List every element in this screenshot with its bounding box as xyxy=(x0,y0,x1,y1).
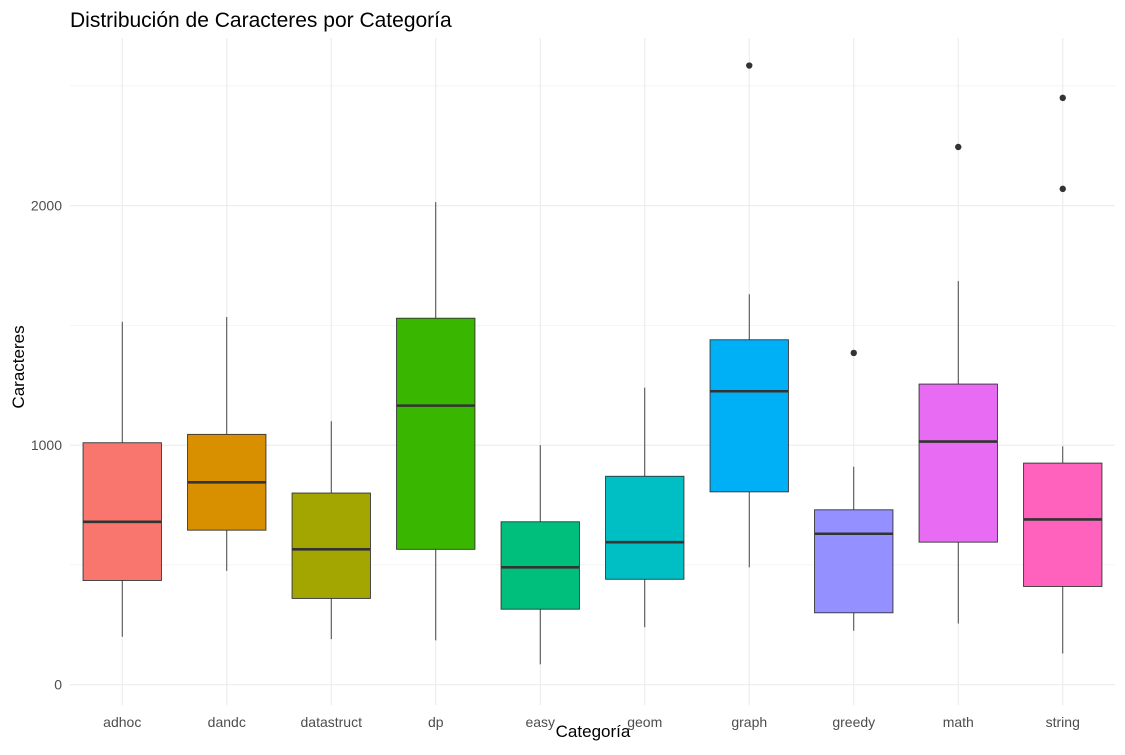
y-axis-title: Caracteres xyxy=(9,325,28,408)
x-tick-label: datastruct xyxy=(301,714,363,730)
box xyxy=(82,442,162,581)
x-tick-label: dandc xyxy=(208,714,246,730)
outlier-point xyxy=(1059,185,1066,193)
box xyxy=(709,339,789,493)
outlier-point xyxy=(1059,94,1066,102)
box-group-adhoc xyxy=(82,321,162,637)
x-tick-label: adhoc xyxy=(103,714,141,730)
chart-title: Distribución de Caracteres por Categoría xyxy=(70,9,452,32)
outlier-point xyxy=(746,62,753,69)
x-tick-label: geom xyxy=(627,714,662,730)
x-tick-label: graph xyxy=(731,714,767,730)
box-group-dandc xyxy=(187,317,267,571)
outlier-point xyxy=(955,143,962,151)
y-tick-label: 0 xyxy=(54,677,62,693)
x-tick-label: dp xyxy=(428,714,444,730)
box-group-easy xyxy=(500,445,580,665)
box-group-geom xyxy=(605,387,685,628)
box xyxy=(291,492,371,599)
x-tick-label: greedy xyxy=(832,714,875,730)
box-group-datastruct xyxy=(291,421,371,640)
y-tick-label: 1000 xyxy=(31,437,62,453)
x-tick-label: math xyxy=(943,714,974,730)
box-group-graph xyxy=(709,62,789,568)
outlier-point xyxy=(850,349,857,357)
box xyxy=(918,383,998,543)
axis-layer: 0 1000 2000 adhoc dandc datastruct dp easy geom g… xyxy=(31,198,1080,730)
box-group-greedy xyxy=(814,349,894,631)
box-group-dp xyxy=(396,202,476,641)
box-group-math xyxy=(918,143,998,624)
box-layer xyxy=(82,62,1103,665)
box xyxy=(500,521,580,610)
box-group-string xyxy=(1023,94,1103,654)
x-tick-label: string xyxy=(1046,714,1080,730)
box xyxy=(814,509,894,614)
box xyxy=(1023,462,1103,587)
y-tick-label: 2000 xyxy=(31,198,62,214)
box xyxy=(605,475,685,580)
box xyxy=(396,317,476,550)
x-tick-label: easy xyxy=(525,714,555,730)
x-axis-title: Categoría xyxy=(556,722,631,741)
